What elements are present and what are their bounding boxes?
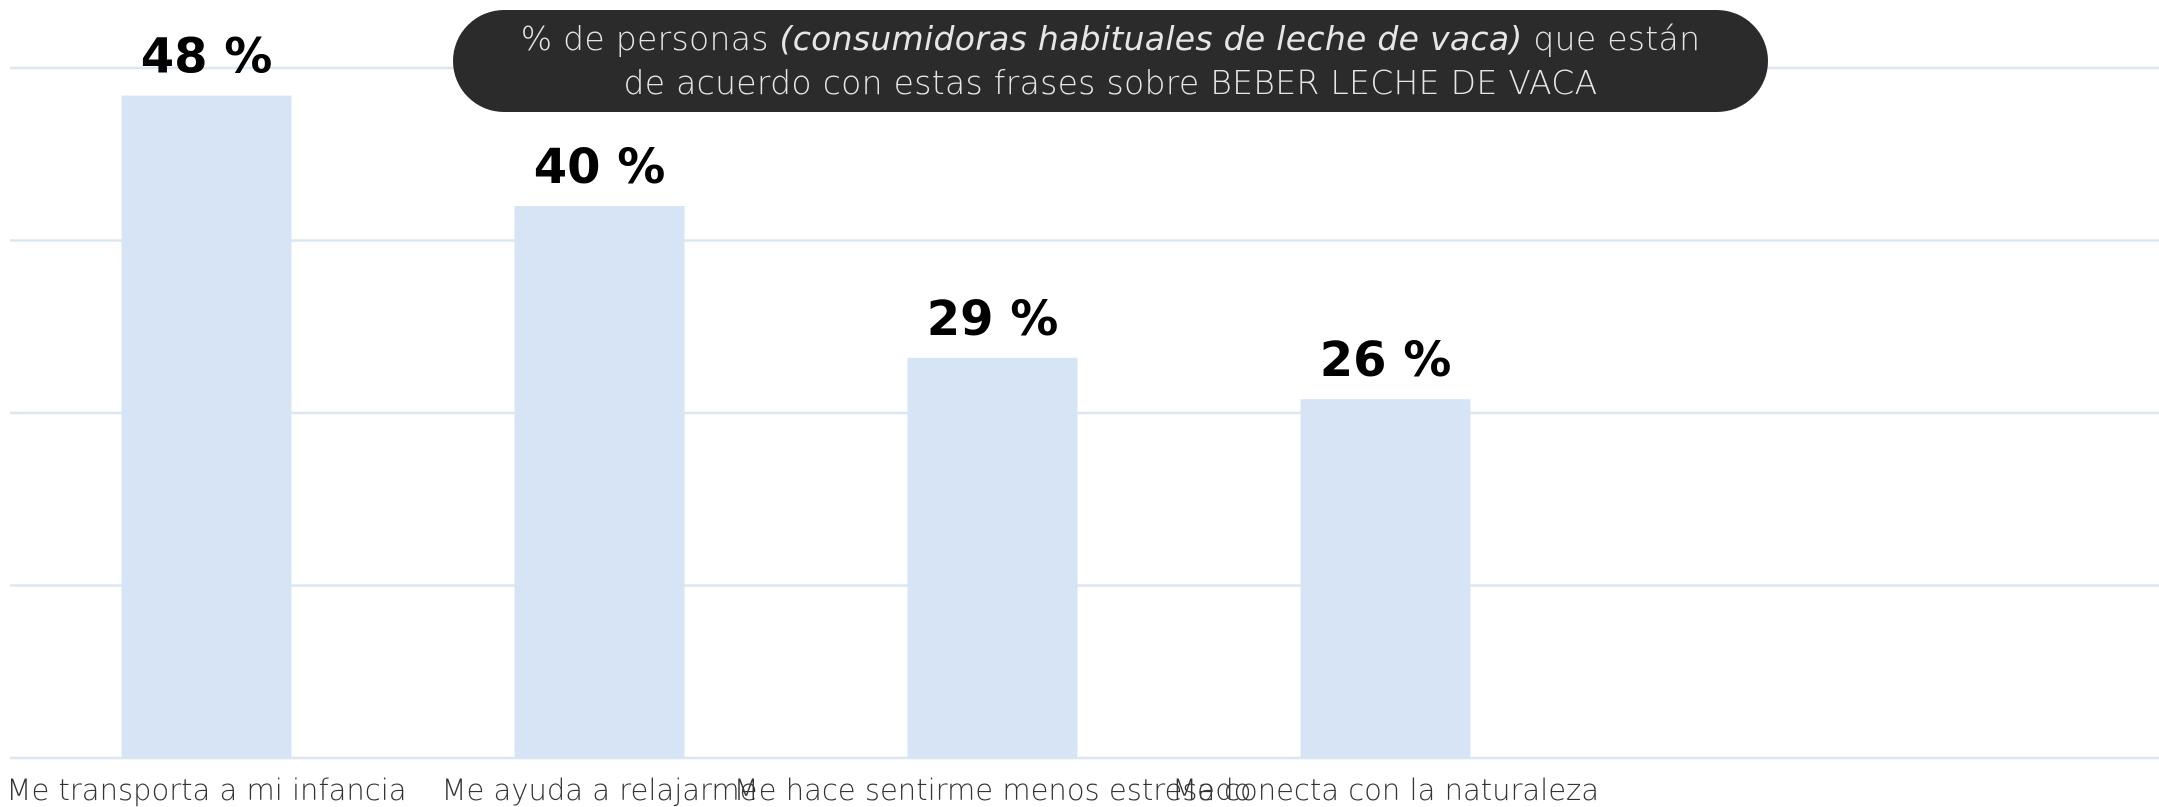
value-label: 29 % (927, 291, 1059, 347)
bar (121, 95, 292, 759)
x-tick-label: Me conecta con la naturaleza (1172, 773, 1599, 807)
x-tick-label: Me ayuda a relajarme (441, 773, 757, 807)
title-part: % de personas (520, 19, 780, 58)
chart-title: % de personas (consumidoras habituales d… (453, 10, 1768, 112)
title-part-italic: (consumidoras habituales de leche de vac… (779, 19, 1523, 58)
x-tick-label: Me transporta a mi infancia (6, 773, 406, 807)
title-part: que están de acuerdo con estas frases so… (623, 19, 1701, 102)
value-label: 48 % (141, 29, 273, 85)
value-label: 26 % (1320, 332, 1452, 388)
value-label: 40 % (534, 139, 666, 195)
bar (1300, 399, 1471, 758)
bar (907, 357, 1078, 758)
bar (514, 206, 685, 758)
x-tick-label: Me hace sentirme menos estresado (734, 773, 1252, 807)
